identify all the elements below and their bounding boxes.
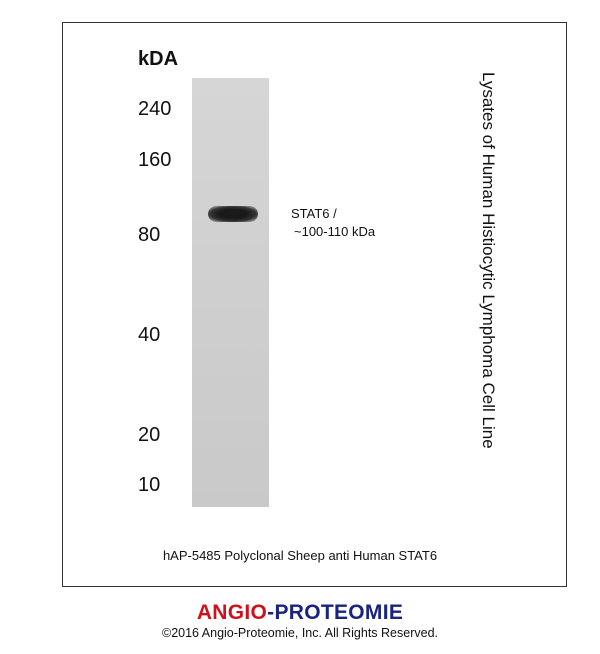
unit-label: kDA (138, 48, 179, 70)
sample-label: Lysates of Human Histiocytic Lymphoma Ce… (479, 72, 498, 449)
marker-10: 10 (138, 474, 161, 496)
band-label-size: ~100-110 kDa (294, 224, 376, 239)
logo-part1: ANGIO (196, 601, 268, 624)
marker-40: 40 (138, 324, 161, 346)
protein-band (208, 206, 258, 222)
marker-160: 160 (138, 149, 172, 171)
antibody-caption: hAP-5485 Polyclonal Sheep anti Human STA… (162, 548, 438, 563)
band-label: STAT6 / ~100-110 kDa (291, 205, 375, 241)
marker-20: 20 (138, 424, 161, 446)
band-label-name: STAT6 / (291, 206, 337, 221)
marker-240: 240 (138, 98, 172, 120)
figure-frame (62, 22, 567, 587)
brand-logo: ANGIO-PROTEOMIE (0, 601, 600, 625)
blot-lane (192, 78, 269, 507)
logo-part2: PROTEOMIE (274, 601, 404, 624)
logo-sep: - (267, 601, 275, 624)
marker-80: 80 (138, 224, 161, 246)
copyright: ©2016 Angio-Proteomie, Inc. All Rights R… (161, 626, 439, 640)
